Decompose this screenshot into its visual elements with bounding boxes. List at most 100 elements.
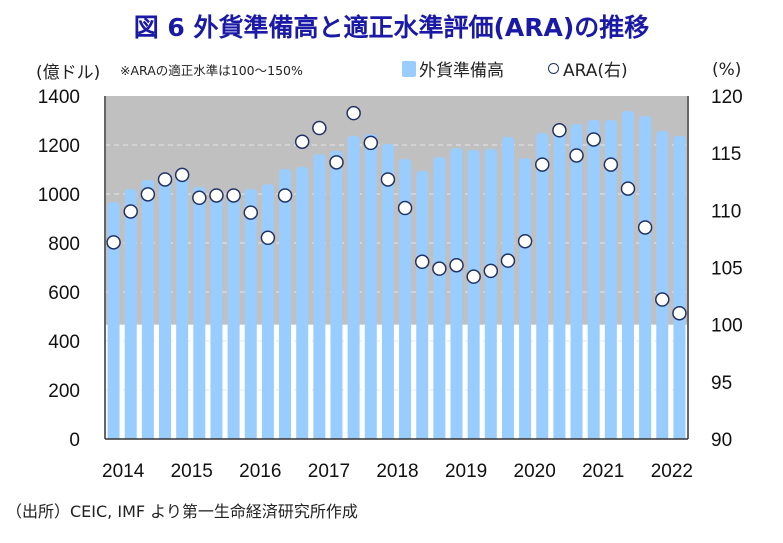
reserve-bar xyxy=(656,131,669,439)
chart-area: 0 200 400 600 800 1000 1200 1400 90 95 100 105 110 11… xyxy=(38,87,743,482)
ara-point xyxy=(157,172,173,187)
reserve-bar xyxy=(124,189,137,439)
ara-point xyxy=(363,135,379,151)
reserve-bar xyxy=(621,110,634,439)
x-tick-label: 2019 xyxy=(445,461,487,482)
reserve-bar xyxy=(141,180,154,439)
right-tick-label: 95 xyxy=(711,373,732,394)
ara-point xyxy=(449,257,464,273)
left-tick-label: 800 xyxy=(48,234,80,255)
left-axis-unit: (億ドル) xyxy=(36,63,101,83)
reserve-bar xyxy=(399,158,412,439)
x-tick-label: 2020 xyxy=(514,461,556,482)
x-tick-label: 2014 xyxy=(102,461,145,482)
reserve-bar xyxy=(244,189,257,439)
reserve-bar xyxy=(536,132,549,439)
legend-bar-swatch xyxy=(402,60,416,77)
ara-point xyxy=(466,269,481,284)
ara-point xyxy=(174,167,190,183)
left-tick-label: 1400 xyxy=(38,87,80,108)
ara-point xyxy=(140,187,156,202)
chart-title: 図 6 外貨準備高と適正水準評価(ARA)の推移 xyxy=(133,13,650,42)
reserve-bar xyxy=(501,136,514,440)
ara-point xyxy=(620,181,636,196)
ara-point xyxy=(260,230,276,246)
reserve-bar xyxy=(176,174,189,439)
reserve-bar xyxy=(587,120,600,439)
ara-point xyxy=(637,220,653,235)
reserve-bar xyxy=(519,157,532,440)
right-tick-label: 120 xyxy=(711,87,743,108)
ara-point xyxy=(569,148,584,163)
ara-point xyxy=(517,233,533,249)
right-axis-unit: (%) xyxy=(712,60,742,80)
ara-note: ※ARAの適正水準は100～150% xyxy=(120,63,303,78)
left-tick-label: 1000 xyxy=(38,185,80,206)
reserve-bar xyxy=(381,144,394,439)
left-tick-label: 1200 xyxy=(38,136,80,157)
left-tick-label: 400 xyxy=(48,332,80,353)
ara-adequate-band xyxy=(105,96,688,325)
ara-point xyxy=(535,157,550,172)
ara-point xyxy=(380,172,396,187)
x-tick-label: 2022 xyxy=(651,461,693,482)
reserve-bar xyxy=(159,175,172,439)
x-tick-label: 2021 xyxy=(582,461,624,482)
ara-point xyxy=(277,188,293,203)
reserve-bar xyxy=(193,186,206,439)
left-tick-label: 0 xyxy=(69,430,80,451)
reserve-bar xyxy=(261,184,274,439)
right-tick-label: 100 xyxy=(711,316,743,337)
ara-point xyxy=(106,235,121,250)
legend-bar-label: 外貨準備高 xyxy=(419,61,504,81)
gridlines-layer xyxy=(105,144,688,391)
reserve-bar xyxy=(210,191,223,439)
ara-point xyxy=(294,134,310,149)
ara-point xyxy=(209,188,224,203)
ara-point xyxy=(432,261,447,276)
reserve-bar xyxy=(604,120,617,439)
axes-layer xyxy=(104,96,689,440)
tick-labels-layer: 0 200 400 600 800 1000 1200 1400 90 95 100 105 110 11… xyxy=(38,87,743,482)
reserve-bar xyxy=(330,150,343,439)
legend: 外貨準備高 ARA(右) xyxy=(402,56,628,81)
ara-point xyxy=(500,253,516,268)
ara-point xyxy=(123,204,138,219)
x-tick-label: 2016 xyxy=(239,461,281,482)
reserve-bar xyxy=(107,202,120,439)
ara-point xyxy=(329,155,344,170)
ara-point xyxy=(346,105,361,121)
reserve-bar xyxy=(416,170,429,439)
ara-point xyxy=(603,157,619,172)
reserve-bar xyxy=(296,167,309,440)
left-tick-label: 200 xyxy=(48,381,80,402)
source-note: （出所）CEIC, IMF より第一生命経済研究所作成 xyxy=(6,502,358,521)
ara-point xyxy=(397,200,413,216)
right-tick-label: 110 xyxy=(711,201,741,222)
reserve-bar xyxy=(279,169,292,439)
right-tick-label: 90 xyxy=(711,430,732,451)
bars-layer xyxy=(107,110,686,440)
ara-point xyxy=(586,132,601,147)
reserve-bar xyxy=(639,116,652,439)
x-tick-label: 2018 xyxy=(376,461,418,482)
right-tick-label: 105 xyxy=(711,259,743,280)
ara-point xyxy=(414,254,430,270)
reserve-bar xyxy=(570,123,583,440)
x-tick-label: 2017 xyxy=(308,461,350,482)
reserve-bar xyxy=(553,127,566,440)
reserve-bar xyxy=(227,194,240,439)
ara-point xyxy=(655,292,670,307)
right-tick-label: 115 xyxy=(711,144,741,165)
left-tick-label: 600 xyxy=(48,283,80,304)
ara-point xyxy=(192,190,207,206)
shaded-band-layer xyxy=(105,96,688,325)
ara-point xyxy=(483,263,499,279)
reserve-bar xyxy=(364,133,377,439)
reserve-bar xyxy=(467,149,480,439)
reserve-bar xyxy=(450,147,463,439)
ara-point xyxy=(226,188,241,203)
legend-ara-label: ARA(右) xyxy=(563,61,628,81)
reserve-bar xyxy=(347,135,360,439)
ara-points-layer xyxy=(106,105,687,321)
